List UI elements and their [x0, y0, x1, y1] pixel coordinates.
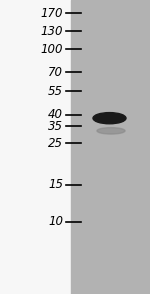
Text: 35: 35	[48, 120, 63, 133]
Ellipse shape	[97, 128, 125, 134]
Text: 15: 15	[48, 178, 63, 191]
Text: 70: 70	[48, 66, 63, 78]
Bar	[0, 0, 70, 294]
Text: 10: 10	[48, 216, 63, 228]
Text: 40: 40	[48, 108, 63, 121]
Text: 100: 100	[40, 43, 63, 56]
Text: 55: 55	[48, 85, 63, 98]
Bar	[70, 0, 150, 294]
Text: 25: 25	[48, 137, 63, 150]
Text: 170: 170	[40, 7, 63, 20]
Ellipse shape	[93, 113, 126, 124]
Text: 130: 130	[40, 25, 63, 38]
